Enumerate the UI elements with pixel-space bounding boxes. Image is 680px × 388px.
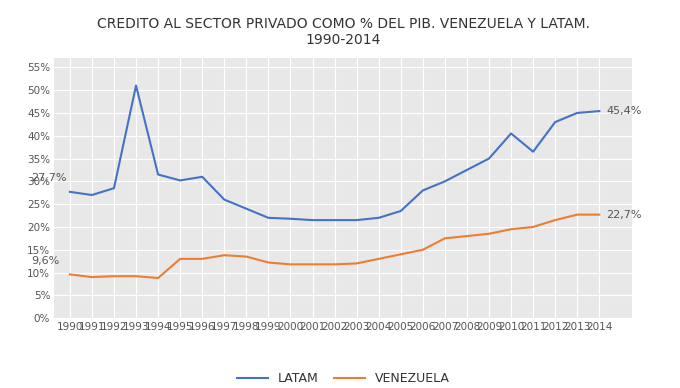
LATAM	[485, 156, 493, 161]
VENEZUELA	[309, 262, 317, 267]
VENEZUELA	[154, 276, 162, 281]
Text: 27,7%: 27,7%	[31, 173, 67, 184]
VENEZUELA	[463, 234, 471, 238]
LATAM	[396, 209, 405, 213]
Text: 9,6%: 9,6%	[31, 256, 59, 266]
VENEZUELA	[88, 275, 96, 279]
VENEZUELA	[286, 262, 294, 267]
VENEZUELA	[198, 256, 206, 261]
VENEZUELA	[573, 212, 581, 217]
LATAM	[176, 178, 184, 183]
Title: CREDITO AL SECTOR PRIVADO COMO % DEL PIB. VENEZUELA Y LATAM.
1990-2014: CREDITO AL SECTOR PRIVADO COMO % DEL PIB…	[97, 17, 590, 47]
LATAM	[595, 109, 603, 113]
VENEZUELA	[265, 260, 273, 265]
LATAM	[352, 218, 360, 222]
LATAM	[265, 215, 273, 220]
Text: 22,7%: 22,7%	[607, 210, 642, 220]
LATAM	[220, 197, 228, 202]
LATAM	[375, 215, 383, 220]
VENEZUELA	[375, 256, 383, 261]
LATAM	[507, 131, 515, 136]
VENEZUELA	[419, 248, 427, 252]
LATAM	[198, 175, 206, 179]
Line: LATAM: LATAM	[70, 86, 599, 220]
VENEZUELA	[242, 254, 250, 259]
LATAM	[66, 189, 74, 194]
Text: 45,4%: 45,4%	[607, 106, 642, 116]
VENEZUELA	[441, 236, 449, 241]
LATAM	[88, 193, 96, 197]
Line: VENEZUELA: VENEZUELA	[70, 215, 599, 278]
LATAM	[132, 83, 140, 88]
LATAM	[110, 186, 118, 191]
VENEZUELA	[220, 253, 228, 258]
LATAM	[286, 217, 294, 221]
LATAM	[154, 172, 162, 177]
LATAM	[309, 218, 317, 222]
Legend: LATAM, VENEZUELA: LATAM, VENEZUELA	[232, 367, 455, 388]
VENEZUELA	[551, 218, 559, 222]
LATAM	[551, 120, 559, 125]
LATAM	[573, 111, 581, 115]
LATAM	[529, 149, 537, 154]
VENEZUELA	[507, 227, 515, 232]
LATAM	[441, 179, 449, 184]
VENEZUELA	[529, 225, 537, 229]
LATAM	[330, 218, 339, 222]
VENEZUELA	[352, 261, 360, 266]
VENEZUELA	[396, 252, 405, 256]
VENEZUELA	[132, 274, 140, 279]
VENEZUELA	[176, 256, 184, 261]
LATAM	[242, 206, 250, 211]
VENEZUELA	[110, 274, 118, 279]
LATAM	[419, 188, 427, 193]
LATAM	[463, 168, 471, 172]
VENEZUELA	[485, 232, 493, 236]
VENEZUELA	[330, 262, 339, 267]
VENEZUELA	[66, 272, 74, 277]
VENEZUELA	[595, 212, 603, 217]
